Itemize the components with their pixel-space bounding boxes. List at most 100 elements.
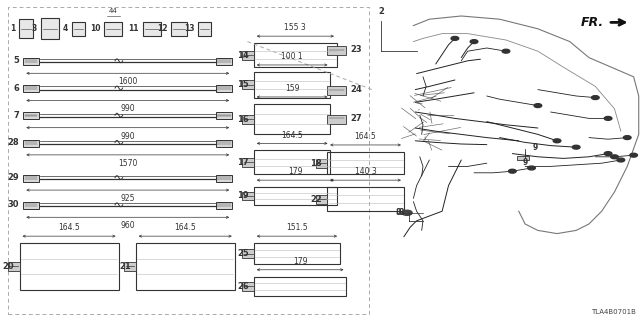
Text: 18: 18 (310, 159, 322, 168)
Bar (243, 158, 254, 167)
Bar (216, 85, 232, 92)
Text: 12: 12 (157, 24, 167, 33)
Text: 30: 30 (8, 200, 19, 209)
Text: 155 3: 155 3 (284, 23, 306, 32)
Text: 10: 10 (90, 24, 100, 33)
Text: 11: 11 (129, 24, 139, 33)
Bar (198, 22, 211, 36)
Bar (24, 140, 39, 147)
Text: 179: 179 (293, 257, 307, 266)
Text: 140 3: 140 3 (355, 167, 376, 176)
Text: 164.5: 164.5 (355, 132, 376, 141)
Bar (24, 58, 39, 65)
Bar (518, 156, 529, 160)
Bar (254, 43, 337, 67)
Text: 9: 9 (532, 143, 538, 152)
Bar (254, 150, 330, 174)
Bar (243, 115, 254, 124)
Bar (216, 112, 232, 119)
Bar (143, 22, 161, 36)
Text: 8: 8 (396, 208, 401, 217)
Bar (316, 159, 327, 168)
Circle shape (451, 36, 459, 40)
Circle shape (553, 139, 561, 143)
Bar (124, 262, 136, 271)
Text: TLA4B0701B: TLA4B0701B (591, 309, 636, 315)
Text: 7: 7 (13, 111, 19, 120)
Text: 151.5: 151.5 (286, 223, 308, 232)
Text: 15: 15 (237, 80, 249, 89)
Text: 14: 14 (237, 51, 249, 60)
Text: 990: 990 (120, 104, 135, 113)
Circle shape (591, 96, 599, 100)
Text: 27: 27 (350, 114, 362, 123)
Bar (327, 152, 404, 174)
Text: 960: 960 (120, 221, 135, 230)
Bar (41, 19, 58, 39)
Bar (24, 175, 39, 182)
Circle shape (630, 153, 637, 157)
Text: 4: 4 (63, 24, 68, 33)
Circle shape (617, 158, 625, 162)
Bar (327, 46, 346, 55)
Bar (104, 22, 122, 36)
Text: 164.5: 164.5 (281, 131, 303, 140)
Bar (243, 191, 254, 200)
Circle shape (604, 116, 612, 120)
Circle shape (604, 152, 612, 156)
Text: 1600: 1600 (118, 77, 138, 86)
Bar (254, 243, 340, 264)
Circle shape (502, 49, 510, 53)
Text: 8: 8 (399, 208, 404, 217)
Text: 25: 25 (237, 249, 249, 258)
Text: 3: 3 (31, 24, 37, 33)
Text: 159: 159 (285, 84, 300, 93)
Bar (136, 243, 235, 290)
Bar (327, 187, 404, 211)
Text: 2: 2 (378, 7, 385, 16)
Bar (216, 202, 232, 209)
Bar (24, 202, 39, 209)
Bar (24, 112, 39, 119)
Circle shape (611, 155, 618, 159)
Text: 20: 20 (3, 262, 15, 271)
Bar (243, 282, 254, 291)
Bar (254, 72, 330, 98)
Text: 9: 9 (522, 158, 528, 167)
Text: 179: 179 (288, 167, 303, 176)
Bar (24, 85, 39, 92)
Bar (243, 249, 254, 258)
Bar (171, 22, 187, 36)
Text: FR.: FR. (581, 16, 604, 29)
Text: 22: 22 (310, 195, 322, 204)
Bar (327, 115, 346, 124)
Text: 13: 13 (184, 24, 195, 33)
Text: 24: 24 (350, 85, 362, 94)
Bar (72, 22, 84, 36)
Circle shape (527, 166, 535, 170)
Text: 17: 17 (237, 158, 249, 167)
Bar (316, 195, 327, 204)
Circle shape (623, 136, 631, 140)
Text: 5: 5 (13, 56, 19, 65)
Bar (254, 277, 346, 296)
Text: 26: 26 (237, 282, 249, 291)
Text: 164.5: 164.5 (174, 223, 196, 232)
Circle shape (534, 104, 541, 108)
Text: 21: 21 (119, 262, 131, 271)
Bar (254, 187, 337, 205)
Text: 16: 16 (237, 115, 249, 124)
Circle shape (572, 145, 580, 149)
Text: 28: 28 (7, 138, 19, 147)
Text: 990: 990 (120, 132, 135, 140)
Bar (8, 262, 20, 271)
Text: 164.5: 164.5 (58, 223, 80, 232)
Bar (19, 19, 33, 38)
Text: 1: 1 (10, 24, 15, 33)
Bar (216, 140, 232, 147)
Bar (327, 86, 346, 95)
Bar (254, 104, 330, 134)
Text: 925: 925 (120, 194, 135, 203)
Text: 44: 44 (109, 8, 118, 13)
Circle shape (509, 169, 516, 173)
